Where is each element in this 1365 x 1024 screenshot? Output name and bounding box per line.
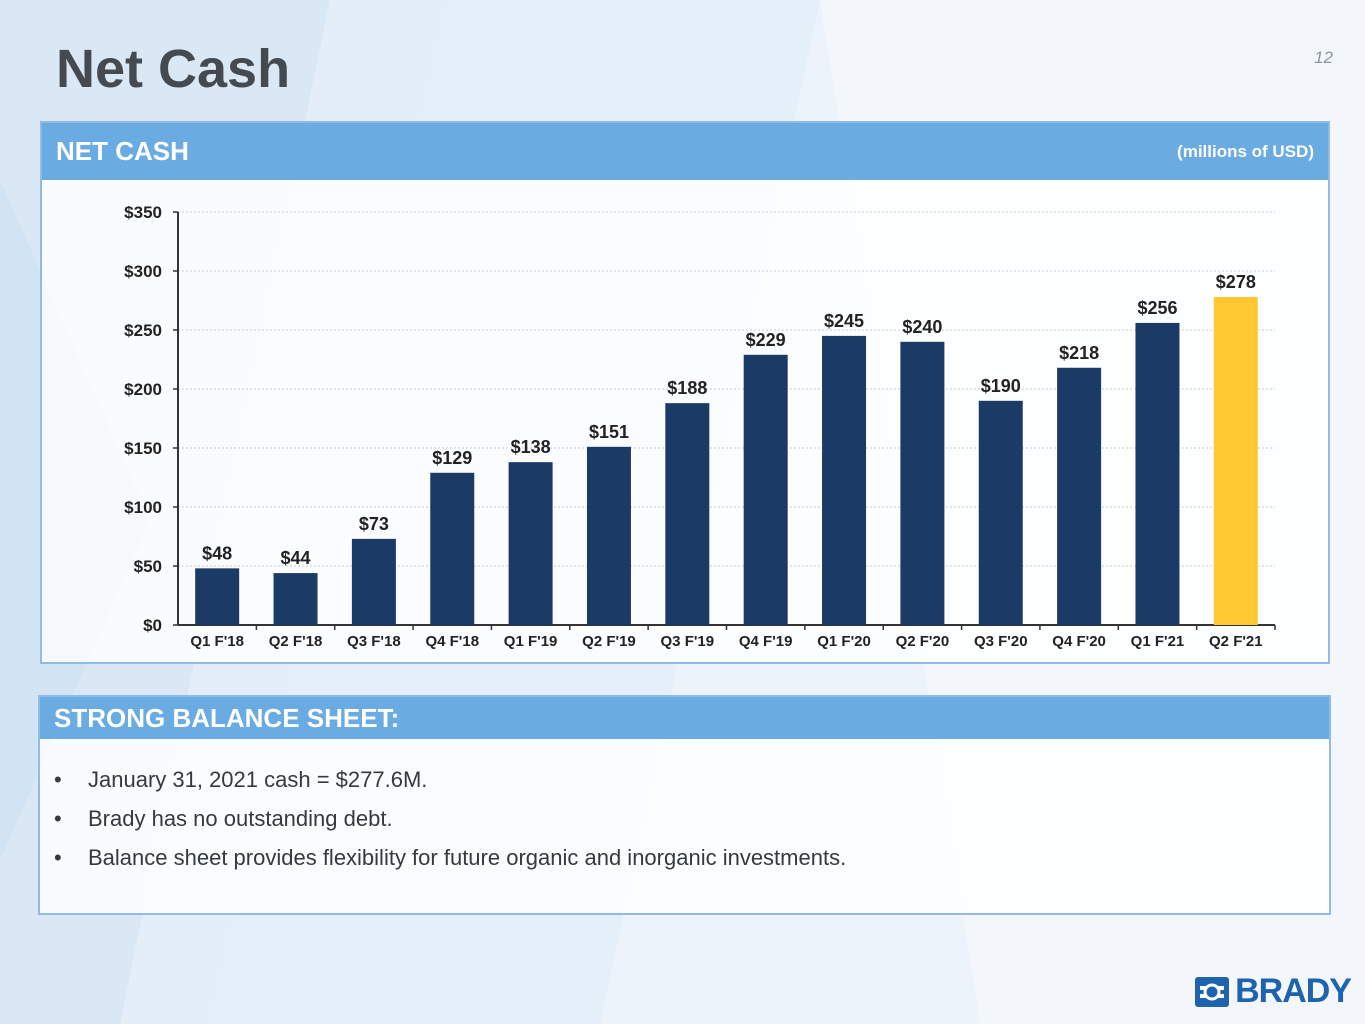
x-tick-label: Q4 F'19 [739, 633, 793, 650]
net-cash-panel: NET CASH (millions of USD) $0 $50 $100 $150… [40, 121, 1330, 664]
net-cash-bar-chart: $0 $50 $100 $150 $200 $250 $300 $350 $48 Q1 F'18 $… [124, 203, 1276, 650]
x-tick-label: Q2 F'19 [582, 633, 636, 650]
bar [1213, 296, 1258, 625]
y-tick-label: $200 [124, 380, 162, 399]
bar [586, 446, 631, 625]
balance-sheet-panel: STRONG BALANCE SHEET: • January 31, 2021 … [38, 695, 1331, 915]
bullet-text: Balance sheet provides flexibility for f… [88, 845, 847, 870]
bar [430, 472, 475, 625]
bullet-item: • Brady has no outstanding debt. [54, 804, 1329, 843]
x-tick-label: Q3 F'18 [347, 633, 401, 650]
bullet-text: Brady has no outstanding debt. [88, 806, 393, 831]
x-tick-label: Q1 F'20 [817, 633, 871, 650]
brady-logo-icon [1195, 976, 1230, 1007]
x-tick-label: Q1 F'21 [1131, 633, 1185, 650]
y-tick-label: $50 [134, 557, 162, 576]
x-tick-label: Q4 F'20 [1052, 633, 1106, 650]
data-label: $44 [281, 548, 311, 568]
brady-logo: BRADY [1195, 972, 1352, 1011]
bullet-marker: • [54, 806, 62, 831]
net-cash-header: NET CASH (millions of USD) [42, 123, 1328, 180]
x-tick-label: Q1 F'18 [190, 633, 244, 650]
data-label: $190 [981, 376, 1021, 396]
data-label: $73 [359, 514, 389, 534]
x-tick-label: Q3 F'19 [661, 633, 715, 650]
y-tick-label: $150 [124, 439, 162, 458]
x-tick-label: Q2 F'18 [269, 633, 323, 650]
data-label: $218 [1059, 343, 1099, 363]
data-label: $256 [1137, 298, 1177, 318]
y-tick-label: $300 [124, 262, 162, 281]
y-tick-label: $0 [143, 616, 162, 635]
data-label: $138 [511, 437, 551, 457]
bar [978, 400, 1023, 625]
x-tick-label: Q4 F'18 [425, 633, 479, 650]
page-number: 12 [1314, 48, 1333, 67]
x-tick-label: Q2 F'21 [1209, 633, 1263, 650]
bullet-marker: • [54, 767, 62, 792]
data-label: $48 [202, 543, 232, 563]
bullet-item: • January 31, 2021 cash = $277.6M. [54, 765, 1329, 804]
net-cash-header-title: NET CASH [56, 136, 189, 166]
data-label: $245 [824, 311, 864, 331]
balance-sheet-header: STRONG BALANCE SHEET: [40, 697, 1329, 739]
data-label: $240 [902, 317, 942, 337]
x-tick-label: Q1 F'19 [504, 633, 558, 650]
bullet-marker: • [54, 845, 62, 870]
bullet-text: January 31, 2021 cash = $277.6M. [88, 767, 428, 792]
bar [743, 354, 788, 625]
data-label: $188 [667, 378, 707, 398]
x-tick-label: Q3 F'20 [974, 633, 1028, 650]
bar [822, 335, 867, 625]
brady-logo-text: BRADY [1235, 972, 1352, 1010]
bar [195, 568, 240, 625]
bar [1057, 367, 1102, 625]
bar [900, 341, 945, 625]
page-title: Net Cash [56, 39, 291, 99]
units-label: (millions of USD) [1177, 141, 1314, 161]
y-tick-label: $100 [124, 498, 162, 517]
data-label: $151 [589, 422, 629, 442]
bar [1135, 322, 1180, 625]
y-tick-label: $350 [124, 203, 162, 222]
data-label: $278 [1216, 272, 1256, 292]
bar [273, 573, 318, 625]
balance-sheet-header-title: STRONG BALANCE SHEET: [54, 702, 400, 733]
bullet-item: • Balance sheet provides flexibility for … [54, 843, 1329, 882]
balance-sheet-bullets: • January 31, 2021 cash = $277.6M. • Brady… [40, 739, 1329, 882]
data-label: $129 [432, 448, 472, 468]
x-tick-label: Q2 F'20 [896, 633, 950, 650]
y-tick-label: $250 [124, 321, 162, 340]
bar [665, 403, 710, 625]
bar [351, 538, 396, 625]
data-label: $229 [746, 330, 786, 350]
bar [508, 462, 553, 625]
